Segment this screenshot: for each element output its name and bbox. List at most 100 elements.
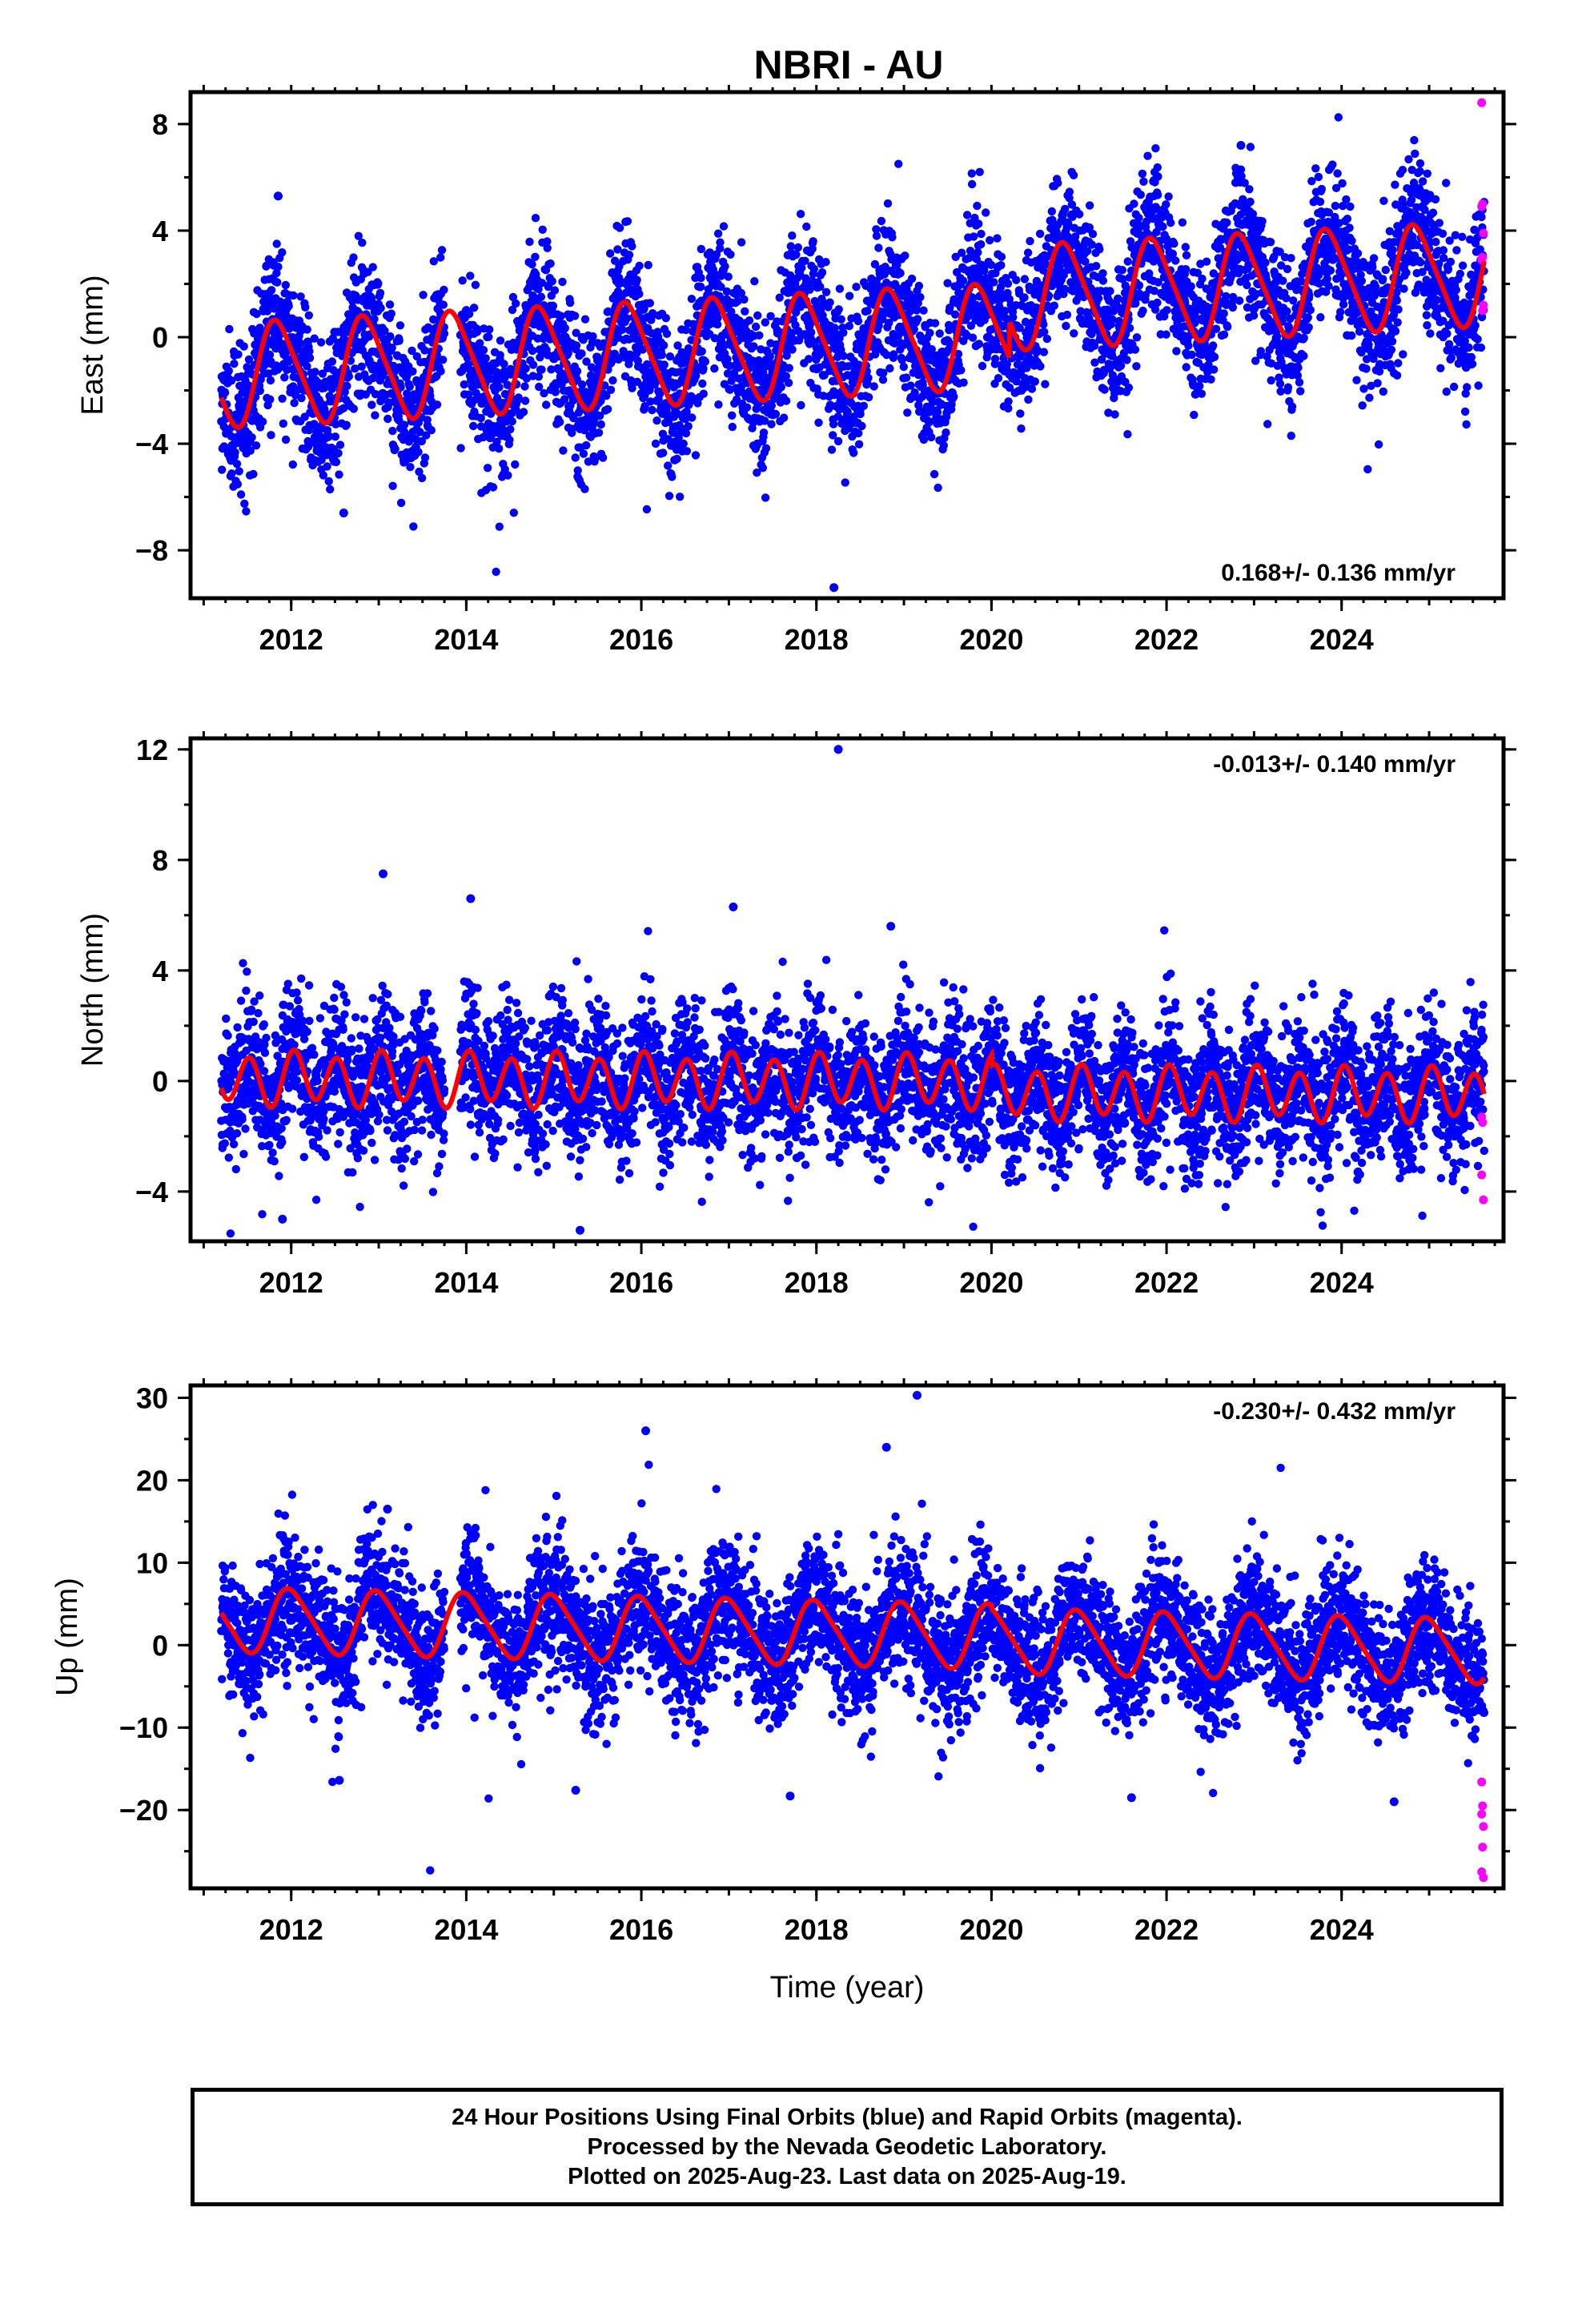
data-point: [240, 499, 249, 509]
data-point: [605, 249, 615, 258]
data-point: [1138, 169, 1147, 179]
data-point: [792, 250, 801, 259]
data-point: [422, 431, 431, 440]
data-point: [699, 364, 708, 373]
data-point: [982, 208, 990, 217]
data-point: [962, 211, 972, 219]
data-point: [582, 357, 591, 366]
data-point: [913, 315, 922, 324]
data-point: [485, 325, 494, 334]
data-point: [664, 417, 673, 427]
data-point: [476, 413, 485, 423]
data-point: [603, 404, 612, 414]
data-point: [1279, 276, 1287, 285]
data-point: [684, 422, 693, 431]
data-point: [1098, 269, 1107, 278]
data-point: [1243, 303, 1252, 312]
data-point: [297, 393, 306, 403]
data-point: [460, 380, 468, 389]
data-point: [594, 428, 604, 437]
data-point: [1065, 194, 1074, 203]
data-point: [771, 409, 781, 419]
data-point: [697, 347, 706, 356]
data-point: [688, 413, 697, 422]
data-point: [1062, 310, 1072, 320]
data-point: [550, 286, 560, 295]
data-point: [959, 378, 968, 387]
data-point: [1261, 258, 1270, 267]
data-point: [582, 440, 591, 450]
data-point: [825, 298, 834, 307]
data-point: [232, 460, 242, 468]
data-point: [1150, 305, 1160, 314]
data-point: [540, 388, 548, 398]
data-point: [839, 328, 848, 337]
data-point: [993, 234, 1002, 243]
data-point: [304, 311, 313, 320]
data-point: [1426, 329, 1435, 338]
data-point: [1131, 299, 1140, 308]
data-point: [504, 471, 512, 480]
data-point: [1136, 191, 1146, 199]
data-point: [488, 483, 498, 492]
data-point: [657, 351, 666, 360]
data-point: [673, 341, 682, 350]
data-point: [1035, 229, 1045, 239]
data-point: [874, 243, 883, 252]
data-point: [570, 312, 580, 320]
data-point: [1181, 243, 1191, 251]
data-point: [420, 453, 430, 462]
data-point: [775, 293, 784, 302]
data-point: [387, 309, 396, 318]
data-point: [476, 339, 484, 348]
data-point: [344, 372, 353, 381]
data-point: [519, 408, 528, 416]
data-point: [1132, 362, 1141, 371]
data-point: [492, 567, 500, 577]
data-point: [676, 493, 685, 501]
data-point: [1197, 389, 1207, 398]
data-point: [1245, 185, 1254, 194]
data-point: [547, 365, 556, 374]
data-point: [816, 282, 825, 292]
data-point: [1154, 172, 1162, 181]
data-point: [419, 291, 428, 300]
data-point: [290, 399, 299, 408]
data-point: [717, 283, 725, 292]
data-point: [1012, 275, 1021, 284]
data-point: [1182, 363, 1191, 372]
data-point: [1246, 197, 1255, 207]
data-point: [968, 333, 978, 342]
data-point: [296, 292, 305, 301]
data-point: [1039, 348, 1049, 356]
data-point: [456, 444, 465, 452]
data-point: [371, 411, 379, 420]
data-point: [371, 390, 380, 399]
data-point: [681, 415, 690, 424]
data-point: [284, 302, 293, 311]
data-point: [1368, 263, 1377, 271]
data-point: [1123, 257, 1132, 266]
data-point: [383, 414, 392, 424]
data-point: [1171, 256, 1180, 265]
data-point: [1042, 334, 1052, 344]
data-point: [833, 436, 843, 446]
data-point: [335, 470, 343, 479]
data-point: [1178, 218, 1187, 227]
data-point: [894, 159, 903, 168]
data-point: [440, 329, 449, 338]
data-point: [559, 446, 568, 455]
data-point: [665, 492, 674, 501]
data-point: [608, 376, 617, 385]
data-point: [1374, 440, 1383, 449]
data-point: [802, 222, 811, 231]
data-point: [579, 449, 588, 458]
data-point: [1182, 251, 1191, 259]
data-point: [317, 456, 326, 464]
data-point: [1258, 217, 1267, 226]
data-point: [1162, 330, 1170, 339]
data-point: [396, 498, 406, 508]
data-point: [560, 395, 569, 404]
data-point: [380, 326, 389, 336]
data-point: [1209, 365, 1219, 374]
